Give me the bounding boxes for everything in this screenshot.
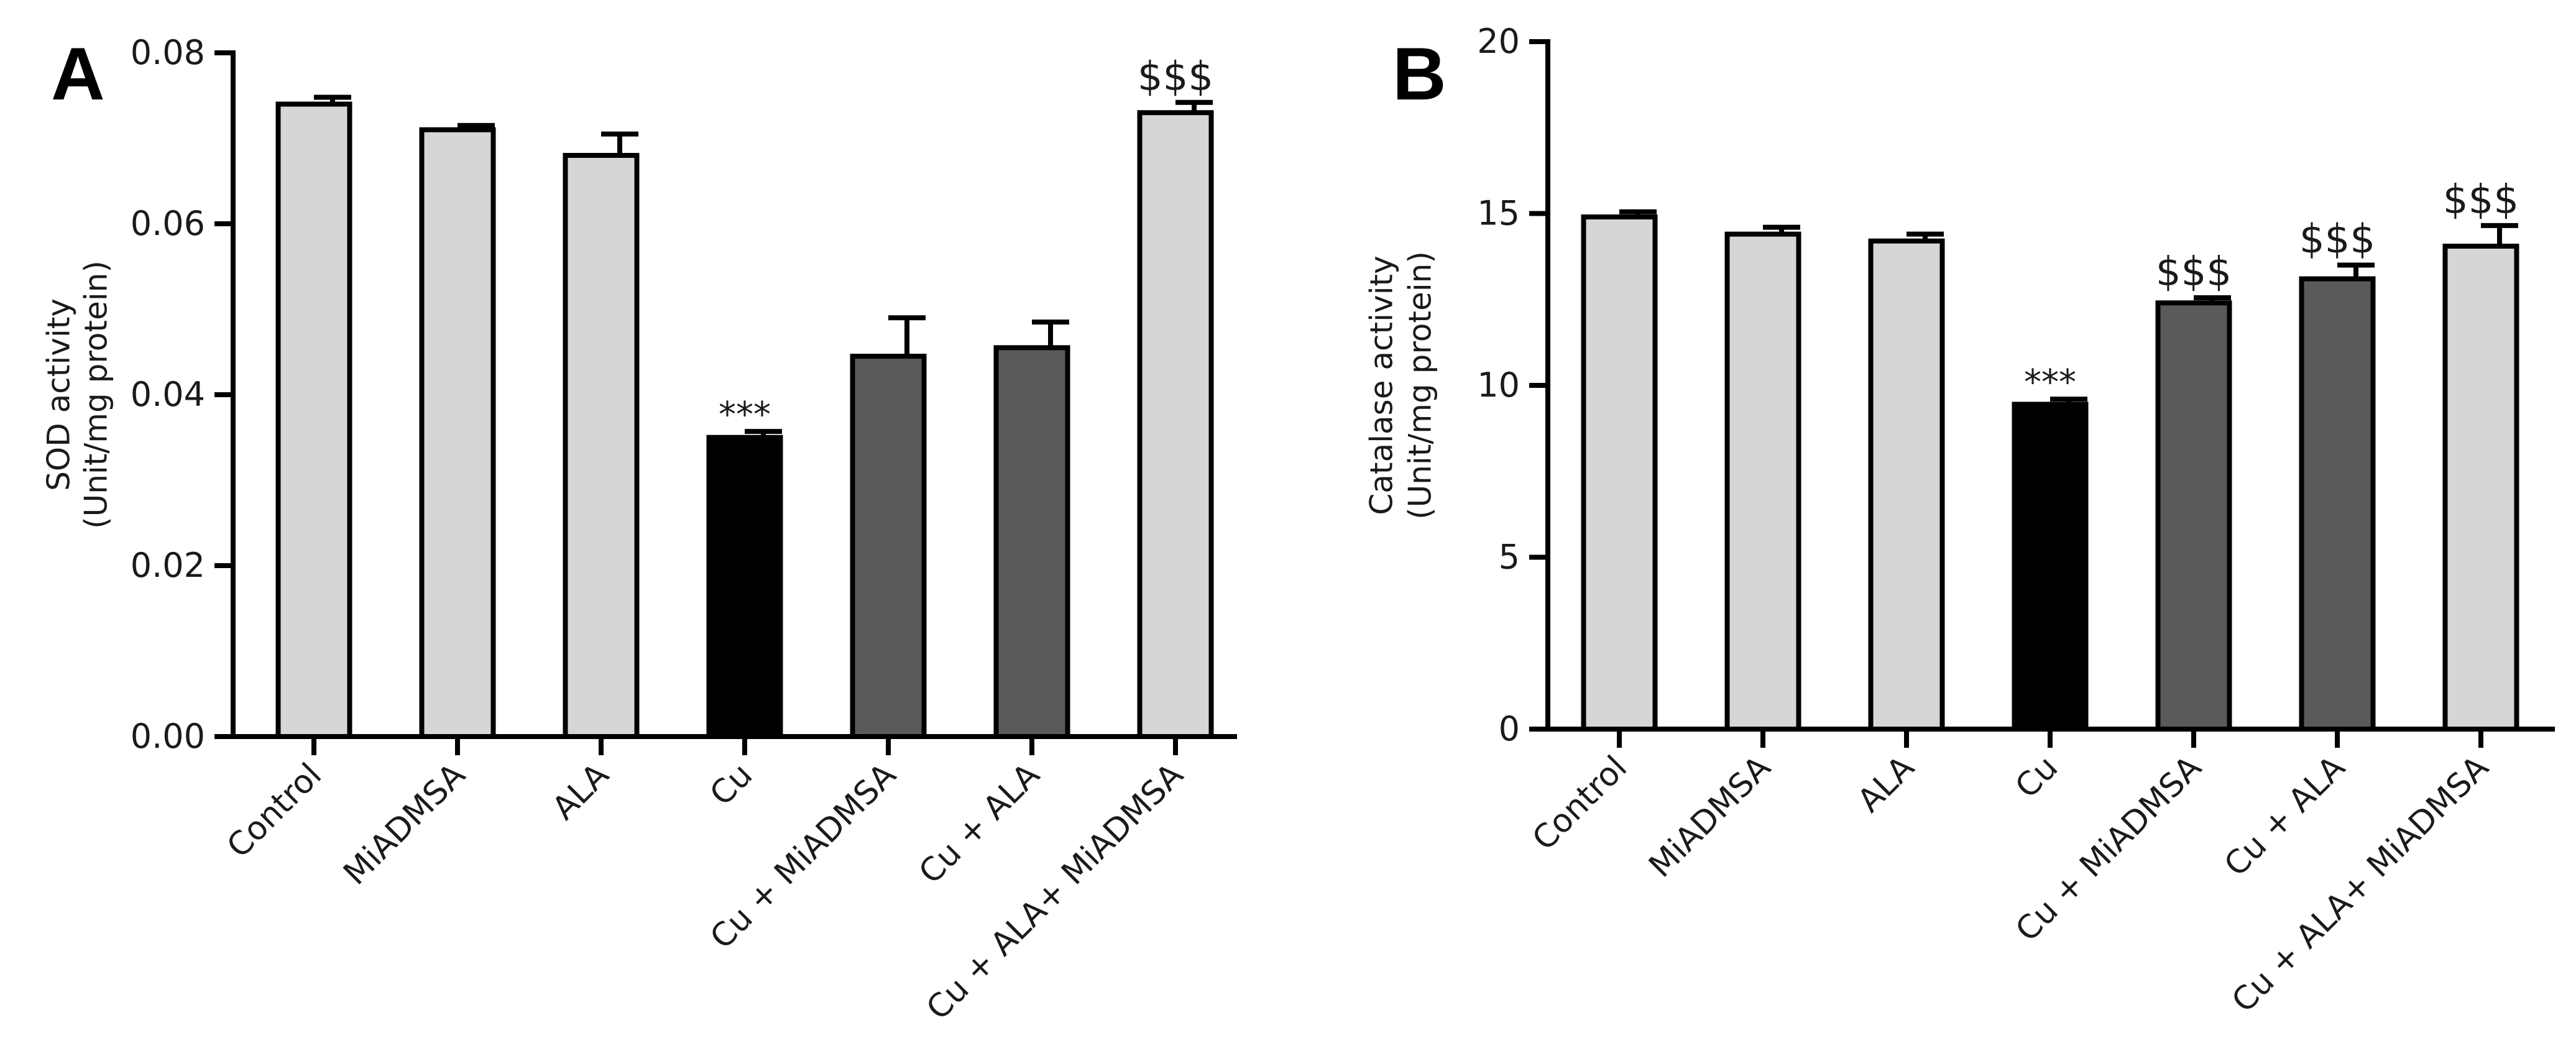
bar-cu-ala: [2299, 276, 2376, 732]
bar-cu: [706, 434, 783, 739]
bar-cu-ala-miadmsa: [1137, 110, 1214, 739]
panel-letter: B: [1392, 32, 1447, 116]
y-tick-label: 20: [1477, 22, 1520, 61]
y-tick-label: 5: [1499, 538, 1520, 577]
x-tick-label: Cu: [2008, 749, 2065, 806]
bar-cu-ala: [993, 345, 1070, 739]
panel-b-catalase-chart: B 0 5 10 15 20 Catalase activity (Unit/mg prote…: [1364, 22, 2555, 1020]
bar-cu-miadmsa: [850, 354, 927, 739]
bar-ala: [563, 153, 640, 739]
bar-miadmsa: [1724, 231, 1801, 732]
x-tick-label: Cu + ALA: [912, 756, 1047, 891]
x-tick-label: MiADMSA: [1642, 748, 1778, 884]
significance-dollars: $$$: [2443, 177, 2519, 223]
y-axis-title-line1: Catalase activity: [1364, 255, 1400, 515]
y-axis-title-line2: (Unit/mg protein): [78, 260, 114, 529]
x-tick-label: Cu: [703, 756, 760, 813]
x-tick-label: ALA: [1851, 748, 1921, 819]
y-tick-label: 0.06: [131, 204, 205, 243]
y-tick-label: 15: [1477, 194, 1520, 233]
y-tick-label: 10: [1477, 365, 1520, 405]
y-axis-title-line2: (Unit/mg protein): [1402, 251, 1438, 520]
x-tick-label: ALA: [545, 756, 616, 827]
y-tick-label: 0.04: [131, 375, 205, 414]
y-axis-title-line1: SOD activity: [41, 298, 77, 491]
y-tick-label: 0.08: [131, 33, 205, 72]
y-tick-label: 0.00: [131, 717, 205, 756]
x-tick-label: Cu + ALA+ MiADMSA: [919, 756, 1190, 1027]
bar-miadmsa: [419, 127, 496, 739]
significance-dollars: $$$: [1138, 54, 1213, 100]
significance-stars: ***: [2024, 362, 2076, 403]
y-tick-label: 0: [1499, 709, 1520, 748]
x-tick-label: Cu + ALA+ MiADMSA: [2225, 748, 2496, 1019]
bar-cu-miadmsa: [2155, 300, 2232, 732]
x-tick-label: Control: [220, 756, 329, 865]
bar-cu-ala-miadmsa: [2442, 244, 2519, 732]
bar-ala: [1868, 238, 1945, 732]
bar-control: [275, 101, 352, 739]
significance-dollars: $$$: [2299, 216, 2375, 262]
x-tick-label: MiADMSA: [336, 756, 472, 892]
panel-letter: A: [51, 32, 105, 116]
panel-a-sod-chart: A 0.00 0.02 0.04 0.06 0.08 SOD activity (Unit/m…: [41, 32, 1237, 1027]
significance-dollars: $$$: [2156, 249, 2232, 295]
y-tick-label: 0.02: [131, 546, 205, 585]
bar-cu: [2012, 402, 2089, 732]
x-tick-label: Cu + ALA: [2217, 748, 2353, 884]
x-tick-label: Control: [1525, 749, 1634, 858]
significance-stars: ***: [719, 395, 771, 435]
bar-control: [1581, 214, 1658, 732]
